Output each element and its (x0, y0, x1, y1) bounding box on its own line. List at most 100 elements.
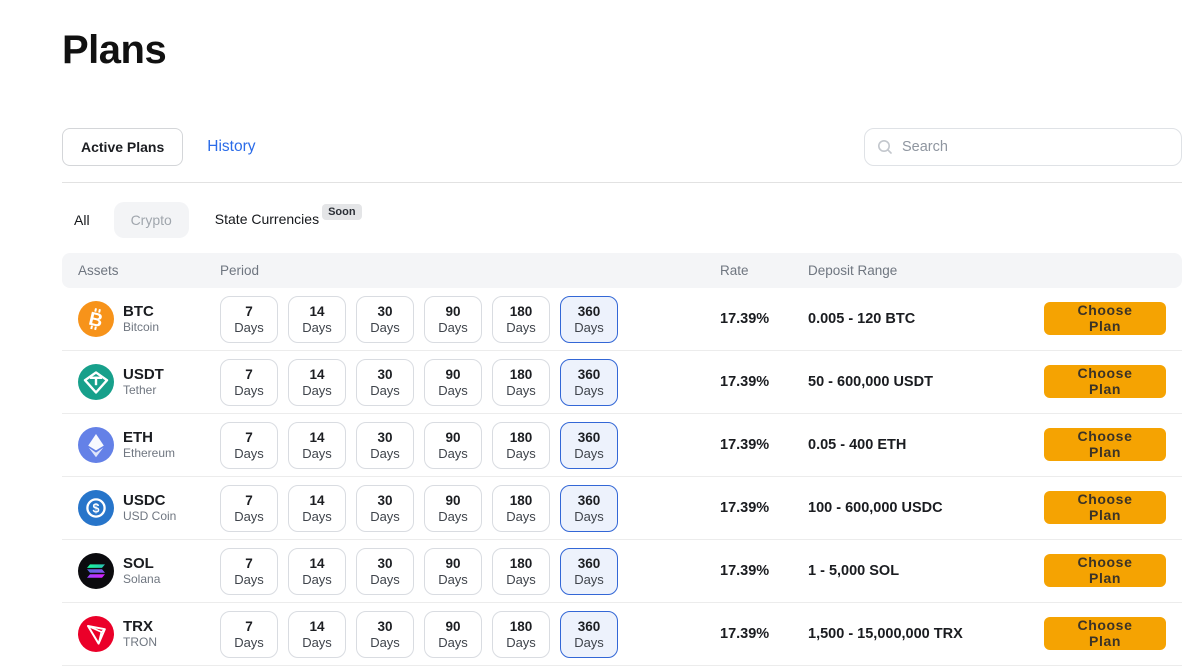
period-chip-30-days[interactable]: 30 Days (356, 484, 414, 532)
filter-crypto[interactable]: Crypto (113, 201, 189, 238)
period-days-number: 14 (309, 492, 325, 508)
page-title: Plans (62, 28, 167, 72)
deposit-range-value: 1 - 5,000 SOL (808, 563, 900, 579)
period-chip-180-days[interactable]: 180 Days (492, 610, 550, 658)
period-chip-7-days[interactable]: 7 Days (220, 295, 278, 343)
period-days-unit: Days (506, 319, 536, 335)
period-chip-180-days[interactable]: 180 Days (492, 547, 550, 595)
period-chip-30-days[interactable]: 30 Days (356, 358, 414, 406)
choose-plan-button[interactable]: Choose Plan (1044, 553, 1166, 587)
search-box[interactable] (864, 128, 1182, 166)
period-days-number: 7 (245, 492, 253, 508)
period-chip-30-days[interactable]: 30 Days (356, 295, 414, 343)
period-chip-7-days[interactable]: 7 Days (220, 484, 278, 532)
period-days-unit: Days (574, 508, 604, 524)
choose-plan-button[interactable]: Choose Plan (1044, 301, 1166, 335)
period-chip-90-days[interactable]: 90 Days (424, 421, 482, 469)
period-chip-7-days[interactable]: 7 Days (220, 421, 278, 469)
period-chip-90-days[interactable]: 90 Days (424, 484, 482, 532)
period-chip-180-days[interactable]: 180 Days (492, 358, 550, 406)
period-days-number: 7 (245, 303, 253, 319)
period-cell: 7 Days 14 Days 30 Days 90 Days 180 Days 360 Days (220, 610, 720, 658)
period-chip-14-days[interactable]: 14 Days (288, 421, 346, 469)
period-days-number: 14 (309, 429, 325, 445)
tab-history[interactable]: History (207, 138, 256, 155)
period-chip-360-days[interactable]: 360 Days (560, 421, 618, 469)
period-chip-14-days[interactable]: 14 Days (288, 547, 346, 595)
period-days-number: 7 (245, 366, 253, 382)
deposit-range-value: 0.005 - 120 BTC (808, 311, 916, 327)
period-days-unit: Days (370, 319, 400, 335)
choose-plan-button[interactable]: Choose Plan (1044, 364, 1166, 398)
period-days-number: 360 (577, 618, 601, 634)
period-chip-360-days[interactable]: 360 Days (560, 610, 618, 658)
period-days-number: 90 (445, 429, 461, 445)
choose-plan-button[interactable]: Choose Plan (1044, 490, 1166, 524)
period-days-unit: Days (506, 634, 536, 650)
period-chip-360-days[interactable]: 360 Days (560, 547, 618, 595)
period-cell: 7 Days 14 Days 30 Days 90 Days 180 Days 360 Days (220, 358, 720, 406)
period-days-number: 30 (377, 429, 393, 445)
period-chip-360-days[interactable]: 360 Days (560, 484, 618, 532)
period-days-unit: Days (370, 634, 400, 650)
asset-symbol: SOL (123, 555, 154, 572)
period-chip-90-days[interactable]: 90 Days (424, 610, 482, 658)
period-days-unit: Days (438, 382, 468, 398)
period-chip-7-days[interactable]: 7 Days (220, 547, 278, 595)
period-days-number: 14 (309, 303, 325, 319)
asset-symbol: ETH (123, 429, 153, 446)
rate-value: 17.39% (720, 500, 770, 516)
eth-icon (78, 427, 114, 463)
choose-plan-button[interactable]: Choose Plan (1044, 427, 1166, 461)
table-body: B BTC Bitcoin 7 Days 14 Days 30 Days 90 Days 180… (62, 288, 1182, 666)
period-days-unit: Days (302, 382, 332, 398)
period-days-number: 7 (245, 618, 253, 634)
period-chip-14-days[interactable]: 14 Days (288, 295, 346, 343)
period-chip-180-days[interactable]: 180 Days (492, 295, 550, 343)
period-days-number: 180 (509, 429, 533, 445)
asset-name: USD Coin (123, 509, 177, 523)
period-days-number: 90 (445, 555, 461, 571)
column-header-rate: Rate (720, 263, 749, 278)
choose-plan-button[interactable]: Choose Plan (1044, 616, 1166, 650)
period-days-unit: Days (438, 319, 468, 335)
period-days-number: 180 (509, 492, 533, 508)
period-chip-180-days[interactable]: 180 Days (492, 421, 550, 469)
period-chip-30-days[interactable]: 30 Days (356, 421, 414, 469)
period-chip-14-days[interactable]: 14 Days (288, 610, 346, 658)
period-chip-30-days[interactable]: 30 Days (356, 547, 414, 595)
deposit-range-value: 100 - 600,000 USDC (808, 500, 943, 516)
period-chip-360-days[interactable]: 360 Days (560, 295, 618, 343)
period-chip-30-days[interactable]: 30 Days (356, 610, 414, 658)
asset-cell: TRX TRON (62, 616, 220, 652)
svg-text:$: $ (93, 501, 100, 515)
deposit-range-value: 1,500 - 15,000,000 TRX (808, 626, 963, 642)
rate-value: 17.39% (720, 374, 770, 390)
period-chip-14-days[interactable]: 14 Days (288, 358, 346, 406)
period-days-unit: Days (302, 634, 332, 650)
tab-active-plans[interactable]: Active Plans (62, 128, 184, 166)
asset-name: TRON (123, 635, 157, 649)
search-input[interactable] (902, 139, 1169, 155)
period-chip-14-days[interactable]: 14 Days (288, 484, 346, 532)
period-cell: 7 Days 14 Days 30 Days 90 Days 180 Days 360 Days (220, 547, 720, 595)
period-days-number: 90 (445, 492, 461, 508)
filter-all[interactable]: All (74, 211, 90, 228)
filter-state-currencies[interactable]: State Currencies Soon (215, 203, 362, 229)
asset-cell: SOL Solana (62, 553, 220, 589)
period-chip-90-days[interactable]: 90 Days (424, 295, 482, 343)
period-days-number: 7 (245, 429, 253, 445)
column-header-assets: Assets (78, 263, 119, 278)
asset-name: Bitcoin (123, 320, 160, 334)
period-days-number: 14 (309, 366, 325, 382)
period-chip-180-days[interactable]: 180 Days (492, 484, 550, 532)
period-chip-90-days[interactable]: 90 Days (424, 547, 482, 595)
period-days-number: 90 (445, 366, 461, 382)
period-chip-7-days[interactable]: 7 Days (220, 358, 278, 406)
period-chip-7-days[interactable]: 7 Days (220, 610, 278, 658)
rate-value: 17.39% (720, 563, 770, 579)
period-chip-90-days[interactable]: 90 Days (424, 358, 482, 406)
period-days-number: 180 (509, 366, 533, 382)
table-row: SOL Solana 7 Days 14 Days 30 Days 90 Days 180 Day… (62, 540, 1182, 603)
period-chip-360-days[interactable]: 360 Days (560, 358, 618, 406)
